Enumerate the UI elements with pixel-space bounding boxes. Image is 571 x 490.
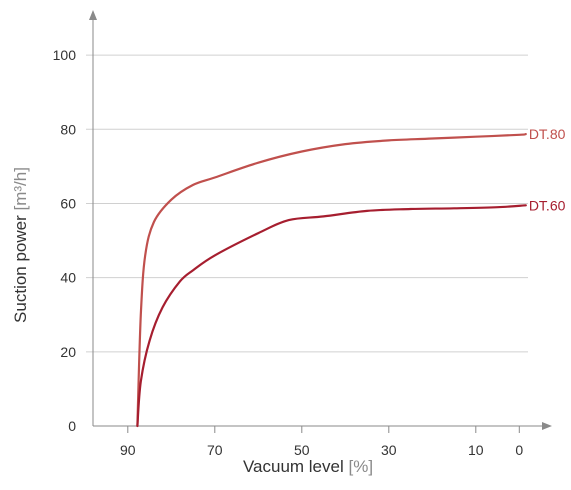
x-tick-labels: 90 70 50 30 10 0 <box>120 426 523 458</box>
series-label-dt-60: DT.60 <box>529 197 566 213</box>
y-tick-label: 40 <box>60 270 76 286</box>
y-axis-title: Suction power [m³/h] <box>11 167 30 323</box>
y-tick-label: 0 <box>68 418 76 434</box>
series-label-dt-80: DT.80 <box>529 126 566 142</box>
series-line-dt-80 <box>136 133 527 428</box>
x-tick-label: 90 <box>120 442 136 458</box>
y-tick-label: 100 <box>53 47 77 63</box>
y-tick-label: 80 <box>60 121 76 137</box>
y-tick-label: 60 <box>60 195 76 211</box>
axes <box>89 10 552 430</box>
x-tick-label: 0 <box>515 442 523 458</box>
gridlines <box>86 54 528 353</box>
x-tick-label: 30 <box>381 442 397 458</box>
y-tick-labels: 0 20 40 60 80 100 <box>53 47 77 434</box>
series-line-dt-60 <box>136 204 527 428</box>
series-lines <box>136 133 527 428</box>
y-axis-title-text: Suction power <box>11 215 30 323</box>
x-tick-label: 10 <box>468 442 484 458</box>
x-axis-arrow <box>542 422 552 430</box>
y-tick-label: 20 <box>60 344 76 360</box>
x-tick-label: 50 <box>294 442 310 458</box>
x-tick-label: 70 <box>207 442 223 458</box>
x-axis-title: Vacuum level [%] <box>243 457 373 476</box>
series-labels: DT.80 DT.60 <box>529 126 566 213</box>
x-axis-title-text: Vacuum level <box>243 457 344 476</box>
y-axis-unit: [m³/h] <box>11 167 30 210</box>
y-axis-arrow <box>89 10 97 20</box>
x-axis-unit: [%] <box>348 457 373 476</box>
